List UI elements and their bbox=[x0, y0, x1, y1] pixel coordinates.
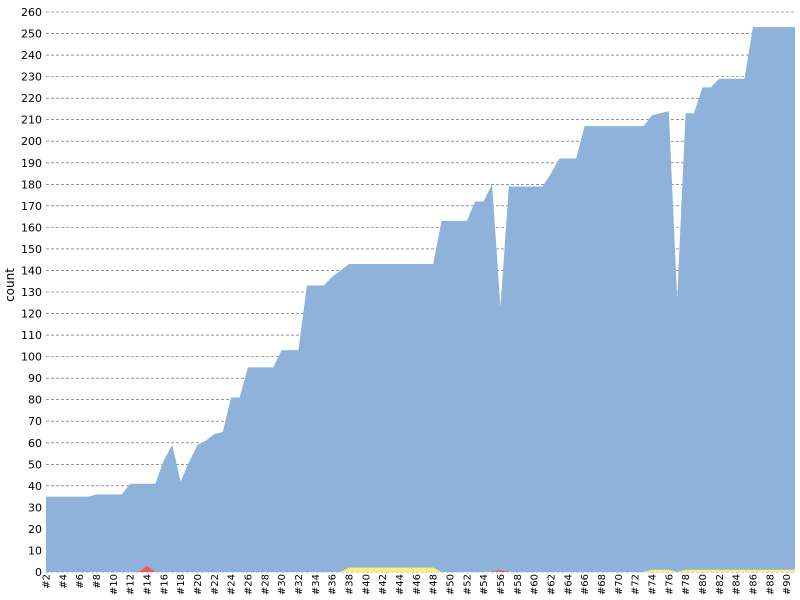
x-tick-label: #78 bbox=[681, 574, 692, 595]
y-axis-ticks: 0 10 20 30 40 50 60 70 80 90 100 110 120 130 140 150 160… bbox=[21, 6, 42, 579]
y-tick-label: 260 bbox=[21, 6, 42, 19]
x-tick-label: #82 bbox=[715, 574, 726, 595]
x-tick-label: #24 bbox=[227, 574, 238, 595]
y-tick-label: 100 bbox=[21, 351, 42, 364]
x-tick-label: #6 bbox=[75, 574, 86, 589]
x-tick-label: #52 bbox=[462, 574, 473, 595]
x-tick-label: #62 bbox=[546, 574, 557, 595]
y-tick-label: 80 bbox=[28, 394, 42, 407]
area-series-3 bbox=[46, 27, 795, 572]
y-tick-label: 250 bbox=[21, 28, 42, 41]
y-axis-label: count bbox=[3, 268, 17, 302]
y-tick-label: 90 bbox=[28, 372, 42, 385]
x-tick-label: #54 bbox=[479, 574, 490, 595]
y-tick-label: 200 bbox=[21, 135, 42, 148]
x-tick-label: #90 bbox=[782, 574, 793, 595]
x-tick-label: #28 bbox=[260, 574, 271, 595]
x-tick-label: #72 bbox=[631, 574, 642, 595]
x-tick-label: #58 bbox=[513, 574, 524, 595]
area-series-1 bbox=[46, 567, 795, 572]
y-tick-label: 20 bbox=[28, 523, 42, 536]
x-tick-label: #22 bbox=[210, 574, 221, 595]
x-tick-label: #44 bbox=[395, 574, 406, 595]
x-tick-label: #12 bbox=[126, 574, 137, 595]
y-tick-label: 50 bbox=[28, 458, 42, 471]
y-tick-label: 150 bbox=[21, 243, 42, 256]
y-tick-label: 220 bbox=[21, 92, 42, 105]
x-tick-label: #32 bbox=[294, 574, 305, 595]
x-tick-label: #56 bbox=[496, 574, 507, 595]
y-tick-label: 40 bbox=[28, 480, 42, 493]
x-tick-label: #70 bbox=[614, 574, 625, 595]
x-tick-label: #42 bbox=[378, 574, 389, 595]
x-tick-label: #14 bbox=[142, 574, 153, 595]
x-tick-label: #60 bbox=[530, 574, 541, 595]
y-tick-label: 230 bbox=[21, 71, 42, 84]
x-tick-label: #30 bbox=[277, 574, 288, 595]
x-tick-label: #8 bbox=[92, 574, 103, 589]
y-tick-label: 70 bbox=[28, 415, 42, 428]
y-tick-label: 130 bbox=[21, 286, 42, 299]
x-tick-label: #26 bbox=[243, 574, 254, 595]
y-tick-label: 160 bbox=[21, 221, 42, 234]
y-tick-label: 170 bbox=[21, 200, 42, 213]
x-tick-label: #36 bbox=[328, 574, 339, 595]
x-tick-label: #88 bbox=[765, 574, 776, 595]
x-tick-label: #4 bbox=[58, 574, 69, 589]
y-tick-label: 10 bbox=[28, 544, 42, 557]
area-series bbox=[46, 27, 795, 572]
x-tick-label: #10 bbox=[109, 574, 120, 595]
x-tick-label: #48 bbox=[429, 574, 440, 595]
y-tick-label: 110 bbox=[21, 329, 42, 342]
x-tick-label: #34 bbox=[311, 574, 322, 595]
y-tick-label: 240 bbox=[21, 49, 42, 62]
y-tick-label: 190 bbox=[21, 157, 42, 170]
x-tick-label: #38 bbox=[344, 574, 355, 595]
y-tick-label: 120 bbox=[21, 308, 42, 321]
y-tick-label: 60 bbox=[28, 437, 42, 450]
x-tick-label: #40 bbox=[361, 574, 372, 595]
y-tick-label: 180 bbox=[21, 178, 42, 191]
x-tick-label: #18 bbox=[176, 574, 187, 595]
x-tick-label: #86 bbox=[748, 574, 759, 595]
x-axis-ticks: #2 #4 #6 #8 #10 #12 #14 #16 #18 #20 #22 #24 #26 #28 #3… bbox=[42, 574, 794, 595]
x-tick-label: #74 bbox=[647, 574, 658, 595]
y-tick-label: 30 bbox=[28, 501, 42, 514]
x-tick-label: #46 bbox=[412, 574, 423, 595]
x-tick-label: #80 bbox=[698, 574, 709, 595]
x-tick-label: #64 bbox=[563, 574, 574, 595]
x-tick-label: #68 bbox=[597, 574, 608, 595]
y-tick-label: 0 bbox=[35, 566, 42, 579]
x-tick-label: #2 bbox=[42, 574, 53, 589]
x-tick-label: #16 bbox=[159, 574, 170, 595]
x-tick-label: #50 bbox=[445, 574, 456, 595]
x-tick-label: #20 bbox=[193, 574, 204, 595]
x-tick-label: #84 bbox=[732, 574, 743, 595]
y-tick-label: 210 bbox=[21, 114, 42, 127]
x-tick-label: #76 bbox=[664, 574, 675, 595]
y-tick-label: 140 bbox=[21, 264, 42, 277]
x-tick-label: #66 bbox=[580, 574, 591, 595]
